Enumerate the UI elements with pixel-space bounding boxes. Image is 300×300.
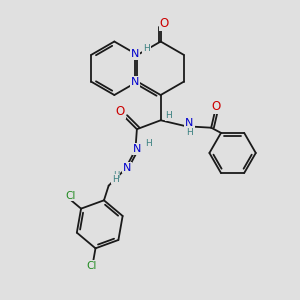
Text: H: H [166, 111, 172, 120]
Text: N: N [133, 144, 142, 154]
Text: Cl: Cl [66, 190, 76, 201]
Text: H: H [186, 128, 193, 137]
Text: H: H [143, 44, 150, 53]
Text: O: O [160, 16, 169, 30]
Text: N: N [131, 49, 139, 59]
Text: H: H [113, 171, 119, 180]
Text: Cl: Cl [86, 261, 97, 271]
Text: O: O [115, 105, 124, 118]
Text: N: N [185, 118, 194, 128]
Text: H: H [112, 175, 119, 184]
Text: O: O [212, 100, 221, 113]
Text: N: N [123, 163, 131, 172]
Text: H: H [146, 139, 152, 148]
Text: N: N [131, 77, 139, 87]
